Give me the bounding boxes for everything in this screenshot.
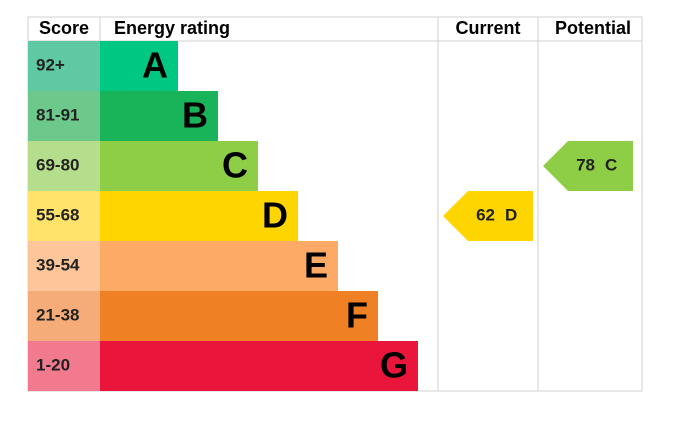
score-cell	[28, 141, 100, 191]
rating-letter: E	[304, 245, 328, 286]
rating-letter: A	[142, 45, 168, 86]
score-range: 1-20	[36, 355, 70, 374]
rating-bar	[100, 291, 378, 341]
rating-bar	[100, 241, 338, 291]
score-cell	[28, 41, 100, 91]
score-range: 69-80	[36, 155, 79, 174]
score-range: 92+	[36, 55, 65, 74]
score-cell	[28, 341, 100, 391]
potential-letter: C	[605, 155, 617, 174]
header-rating: Energy rating	[114, 18, 230, 38]
potential-arrow	[543, 141, 633, 191]
rating-bar	[100, 141, 258, 191]
rating-letter: D	[262, 195, 288, 236]
rating-bar	[100, 191, 298, 241]
rating-bar	[100, 41, 178, 91]
rating-letter: F	[346, 295, 368, 336]
header-score: Score	[39, 18, 89, 38]
rating-letter: B	[182, 95, 208, 136]
score-range: 81-91	[36, 105, 79, 124]
current-arrow	[443, 191, 533, 241]
rating-bar	[100, 91, 218, 141]
score-cell	[28, 291, 100, 341]
rating-letter: G	[380, 345, 408, 386]
header-current: Current	[455, 18, 520, 38]
current-letter: D	[505, 205, 517, 224]
rating-bar	[100, 341, 418, 391]
score-range: 21-38	[36, 305, 79, 324]
score-cell	[28, 241, 100, 291]
score-range: 39-54	[36, 255, 80, 274]
rating-letter: C	[222, 145, 248, 186]
score-cell	[28, 91, 100, 141]
score-cell	[28, 191, 100, 241]
potential-value: 78	[576, 155, 595, 174]
header-potential: Potential	[555, 18, 631, 38]
current-value: 62	[476, 205, 495, 224]
score-range: 55-68	[36, 205, 79, 224]
